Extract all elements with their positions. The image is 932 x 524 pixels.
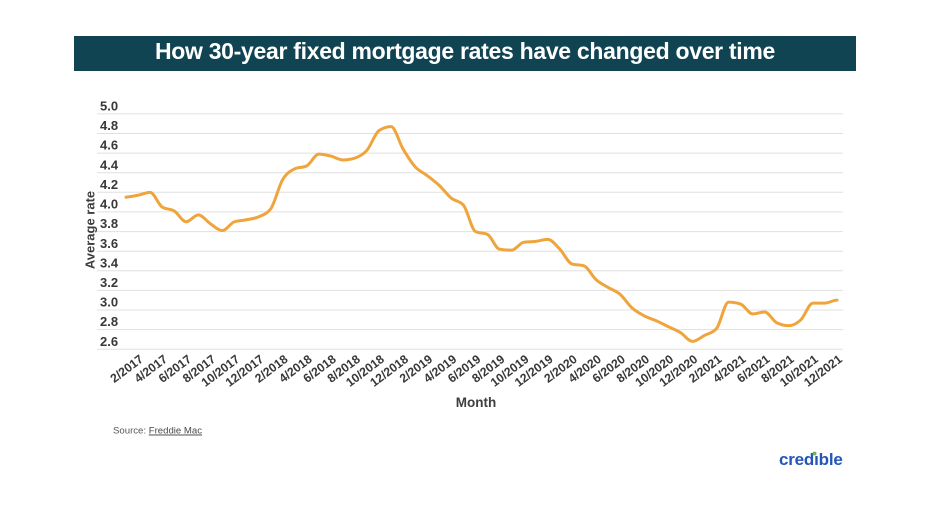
svg-text:Source: Freddie Mac: Source: Freddie Mac xyxy=(113,426,202,437)
svg-text:4.2: 4.2 xyxy=(100,177,118,192)
svg-text:3.4: 3.4 xyxy=(100,255,119,270)
svg-text:2.6: 2.6 xyxy=(100,334,118,349)
svg-text:3.6: 3.6 xyxy=(100,236,118,251)
svg-text:credıble: credıble xyxy=(779,450,843,469)
svg-text:3.8: 3.8 xyxy=(100,216,118,231)
svg-text:2.8: 2.8 xyxy=(100,314,118,329)
svg-text:4.4: 4.4 xyxy=(100,157,119,172)
svg-text:Average rate: Average rate xyxy=(83,191,98,269)
svg-text:4.8: 4.8 xyxy=(100,118,118,133)
svg-text:4.0: 4.0 xyxy=(100,197,118,212)
svg-text:5.0: 5.0 xyxy=(100,99,118,114)
svg-text:Month: Month xyxy=(456,395,496,410)
svg-text:3.0: 3.0 xyxy=(100,295,118,310)
svg-text:3.2: 3.2 xyxy=(100,275,118,290)
svg-text:4.6: 4.6 xyxy=(100,138,118,153)
